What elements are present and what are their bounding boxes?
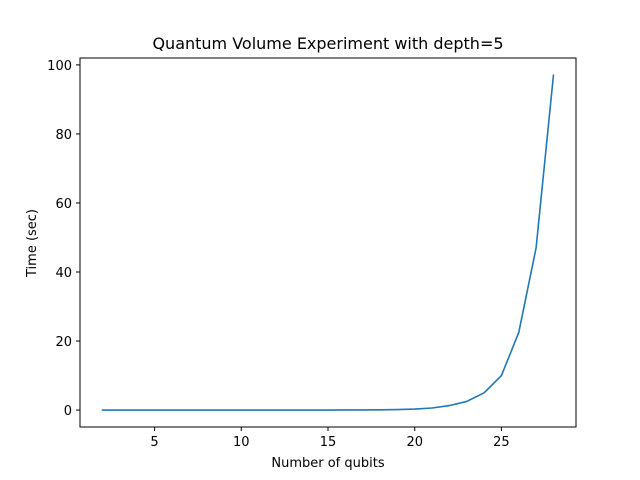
x-tick-label: 10 <box>233 435 250 450</box>
x-tick-label: 5 <box>150 435 158 450</box>
chart-title: Quantum Volume Experiment with depth=5 <box>152 34 503 53</box>
y-tick-label: 0 <box>64 404 72 419</box>
y-tick-label: 80 <box>55 128 72 143</box>
x-tick-label: 25 <box>493 435 510 450</box>
axis-ticks: 5 10 15 20 25 0 20 40 60 80 100 <box>47 59 510 450</box>
y-tick-label: 60 <box>55 197 72 212</box>
y-axis-title: Time (sec) <box>25 209 40 278</box>
x-tick-label: 20 <box>406 435 423 450</box>
y-tick-label: 100 <box>47 59 72 74</box>
series-line <box>101 74 555 411</box>
y-tick-label: 20 <box>55 335 72 350</box>
plot-frame <box>79 57 577 428</box>
y-tick-label: 40 <box>55 266 72 281</box>
x-tick-label: 15 <box>320 435 337 450</box>
x-axis-title: Number of qubits <box>271 456 384 471</box>
